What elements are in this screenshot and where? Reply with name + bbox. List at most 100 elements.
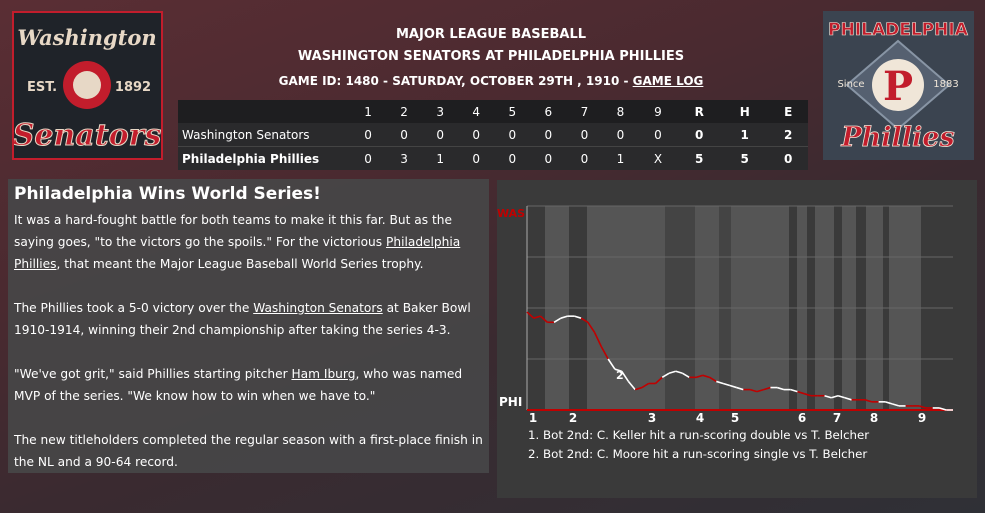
wp-line-segment (587, 321, 596, 333)
wp-line-segment (763, 386, 771, 391)
inning-label: 9 (918, 411, 926, 425)
key-play-item: 2. Bot 2nd: C. Moore hit a run-scoring s… (528, 447, 868, 461)
paragraph-text: , that meant the Major League Baseball W… (56, 257, 424, 271)
inning-score: 0 (566, 146, 603, 170)
wp-line-segment (634, 386, 643, 391)
washington-senators-logo[interactable]: Washington EST. 1892 Senators (12, 11, 163, 160)
wp-line-segment (695, 374, 704, 379)
inning-header: 7 (580, 104, 589, 119)
inning-label: 1 (529, 411, 537, 425)
wp-line-segment (533, 315, 541, 319)
inning-score: 1 (422, 146, 459, 170)
league-title: MAJOR LEAGUE BASEBALL (395, 27, 587, 42)
team-link-phillies[interactable]: Philadelphia Phillies (14, 235, 461, 271)
inning-label: 4 (696, 411, 704, 425)
wp-line-segment (682, 372, 690, 379)
inning-score: 0 (436, 127, 444, 142)
wp-line-segment (620, 370, 630, 382)
svg-text:1883: 1883 (933, 79, 958, 90)
wp-line-segment (553, 317, 562, 323)
linescore-header-row: 1 2 3 4 5 6 7 8 9 R H E (178, 100, 808, 123)
x-axis-labels: 1 2 3 4 5 6 7 8 9 (529, 411, 926, 425)
wp-line-segment (864, 399, 873, 403)
wp-line-segment (716, 380, 724, 385)
matchup-title: WASHINGTON SENATORS AT PHILADELPHIA PHIL… (297, 49, 685, 64)
paragraph-text: at Baker Bowl 1910-1914, winning their 2… (14, 301, 471, 337)
inning-header: 9 (654, 104, 662, 119)
team-link-senators[interactable]: Washington Senators (253, 301, 383, 315)
inning-header: 5 (508, 104, 517, 119)
article-paragraph: The new titleholders completed the regul… (14, 433, 483, 469)
wp-line-segment (709, 376, 717, 383)
philadelphia-phillies-logo[interactable]: PHILADELPHIA P Since 1883 Phillies (823, 11, 974, 160)
wp-line-segment (885, 401, 893, 405)
wp-line-segment (831, 394, 839, 399)
phillies-logo-art: PHILADELPHIA P Since 1883 Phillies (823, 11, 974, 160)
wp-line-segment (804, 392, 812, 397)
inning-label: 6 (798, 411, 806, 425)
win-probability-line (526, 311, 953, 411)
play-marker-label: 2 (616, 369, 624, 382)
wp-line-segment (844, 396, 852, 401)
home-team-row: Philadelphia Phillies 0 3 1 0 0 0 0 1 X … (178, 146, 808, 170)
paragraph-text: The Phillies took a 5-0 victory over the (14, 301, 254, 315)
inning-score: 0 (580, 127, 589, 142)
inning-header: 8 (616, 104, 625, 119)
wp-line-segment (702, 374, 710, 379)
bottom-team-label: PHI (499, 395, 522, 409)
team-name[interactable]: Washington Senators (182, 127, 310, 142)
wp-line-segment (539, 315, 548, 323)
wp-line-segment (526, 311, 535, 319)
svg-text:1892: 1892 (115, 80, 151, 95)
player-link-ham-iburg[interactable]: Ham Iburg (291, 367, 356, 381)
inning-label: 2 (569, 411, 577, 425)
inning-score: 0 (400, 127, 408, 142)
wp-line-segment (824, 394, 832, 399)
inning-score: 3 (386, 146, 423, 170)
wp-line-segment (593, 332, 603, 348)
wp-line-segment (891, 403, 900, 407)
inning-label: 8 (870, 411, 878, 425)
paragraph-text: It was a hard-fought battle for both tea… (14, 213, 452, 249)
svg-text:Phillies: Phillies (840, 122, 954, 153)
wp-line-segment (607, 358, 616, 370)
inning-score: 0 (494, 146, 531, 170)
svg-text:Senators: Senators (14, 118, 161, 153)
wp-line-segment (580, 317, 589, 323)
wp-line-segment (641, 382, 650, 389)
inning-score: 0 (654, 127, 662, 142)
wp-line-segment (722, 382, 731, 387)
inning-score: 0 (364, 127, 372, 142)
inning-header: 1 (364, 104, 372, 119)
wp-line-segment (654, 376, 663, 385)
team-name[interactable]: Philadelphia Phillies (178, 146, 350, 170)
inning-score: 0 (508, 127, 517, 142)
inning-label: 5 (731, 411, 739, 425)
inning-header: 3 (436, 104, 444, 119)
inning-score: 0 (616, 127, 625, 142)
game-log-link[interactable]: GAME LOG (632, 74, 704, 88)
inning-score: 0 (472, 127, 481, 142)
win-probability-chart: WAS PHI 2 1 2 3 4 5 6 7 8 9 (497, 205, 953, 425)
wp-line-segment (661, 372, 670, 379)
game-header: MAJOR LEAGUE BASEBALL WASHINGTON SENATOR… (178, 24, 804, 94)
runs-total: 0 (695, 127, 704, 142)
wp-line-segment (797, 390, 805, 395)
wp-line-segment (918, 405, 927, 409)
wp-line-segment (837, 394, 846, 399)
key-play-item: 1. Bot 2nd: C. Keller hit a run-scoring … (528, 428, 870, 442)
inning-header: 2 (400, 104, 408, 119)
game-recap-article: Philadelphia Wins World Series! It was a… (8, 179, 489, 473)
wp-line-segment (675, 370, 683, 375)
hits-header: H (739, 104, 750, 119)
inning-score: 1 (602, 146, 639, 170)
senators-logo-art: Washington EST. 1892 Senators (12, 16, 162, 155)
wp-line-segment (756, 388, 764, 393)
wp-line-segment (627, 380, 636, 391)
grid-lines (526, 205, 953, 410)
linescore-table: 1 2 3 4 5 6 7 8 9 R H E Washington Senat… (178, 100, 808, 170)
inning-score: X (638, 146, 678, 170)
inning-label: 3 (648, 411, 656, 425)
wp-line-segment (939, 407, 947, 411)
hits-total: 1 (740, 127, 749, 142)
